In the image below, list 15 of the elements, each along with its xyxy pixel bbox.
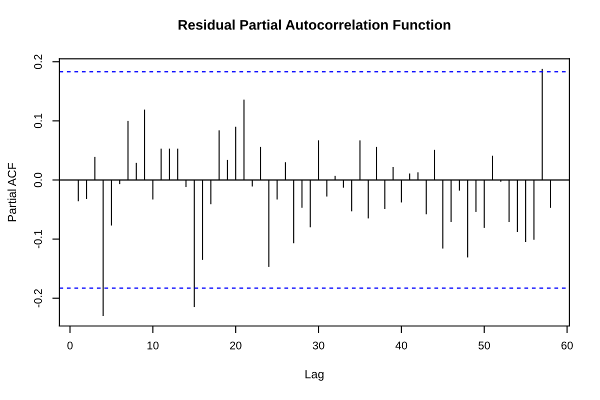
y-tick-label: 0.1 bbox=[34, 114, 42, 128]
x-tick-label: 60 bbox=[561, 342, 573, 350]
x-tick-label: 20 bbox=[230, 342, 242, 350]
chart-title: Residual Partial Autocorrelation Function bbox=[178, 20, 450, 30]
y-axis-title: Partial ACF bbox=[7, 163, 16, 222]
x-tick-label: 10 bbox=[148, 342, 159, 350]
x-tick-label: 40 bbox=[395, 342, 408, 350]
x-axis-title: Lag bbox=[306, 370, 324, 381]
x-tick-label: 0 bbox=[67, 342, 73, 350]
y-tick-label: 0.2 bbox=[34, 54, 42, 70]
y-tick-label: 0.0 bbox=[34, 172, 42, 188]
x-tick-label: 30 bbox=[312, 342, 324, 350]
x-tick-label: 50 bbox=[478, 342, 490, 350]
y-tick-label: -0.1 bbox=[34, 230, 42, 248]
y-tick-label: -0.2 bbox=[34, 289, 42, 308]
